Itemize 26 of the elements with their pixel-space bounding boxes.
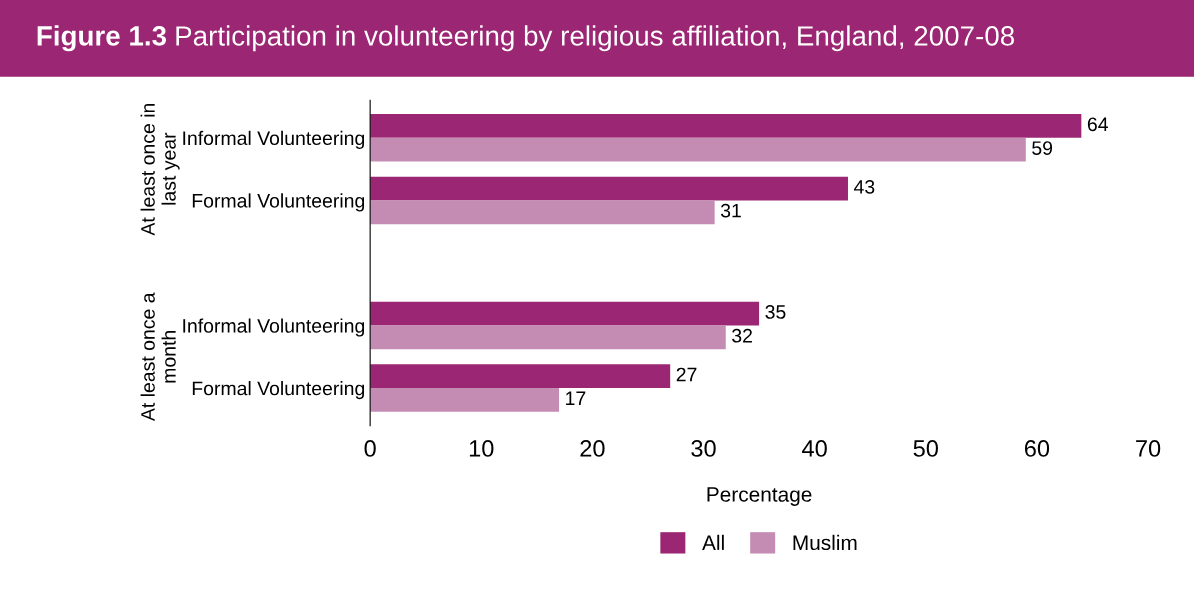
data-label: 59	[1032, 141, 1053, 155]
y-tick-label: Formal Volunteering	[192, 381, 365, 400]
y-tick-label: Informal Volunteering	[183, 130, 365, 149]
x-tick-label: 30	[691, 440, 716, 457]
legend-label: All	[702, 534, 724, 550]
x-tick-label: 20	[580, 440, 605, 457]
y-tick-label: Formal Volunteering	[192, 193, 365, 212]
data-label: 17	[566, 391, 586, 405]
data-label: 35	[765, 305, 786, 319]
x-tick-label: 70	[1136, 440, 1161, 457]
data-label: 32	[732, 328, 752, 343]
data-label: 27	[676, 367, 697, 382]
chart-title: Figure 1.3 Participation in volunteering by religious affiliation, England, 2007-08	[37, 25, 1014, 52]
data-label: 64	[1087, 117, 1108, 132]
x-axis-title: Percentage	[707, 487, 812, 506]
x-tick-label: 40	[802, 440, 827, 457]
x-tick-label: 50	[913, 440, 938, 457]
x-tick-label: 10	[469, 440, 494, 457]
y-tick-label: Informal Volunteering	[183, 318, 365, 337]
text: At least once in last year	[140, 103, 180, 236]
legend-label: Muslim	[793, 534, 857, 551]
data-label: 31	[720, 203, 741, 218]
data-label: 43	[853, 179, 875, 194]
x-tick-label: 60	[1024, 440, 1050, 457]
x-tick-label: 0	[364, 440, 376, 457]
text: At least once a month	[140, 292, 176, 422]
